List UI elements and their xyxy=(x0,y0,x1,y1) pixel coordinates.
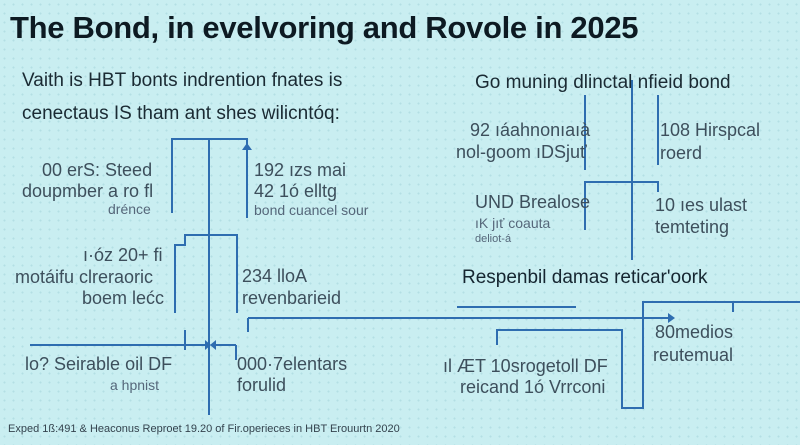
node-label: 10 ıes ulast xyxy=(655,195,748,215)
arrow-head xyxy=(210,340,216,350)
lower-mid-tick xyxy=(216,344,237,360)
node-label: 192 ızs mai xyxy=(254,160,347,180)
node-label: 92 ıáahnonıaıà xyxy=(470,120,591,140)
subtitle-right: Go muning dlinctal nfieid bond xyxy=(475,72,731,93)
node-label: forulid xyxy=(237,375,287,395)
section-heading: Respenbil damas reticar'oork xyxy=(462,267,708,288)
subtitle-line: Vaith is HBT bonts indrention fnates is xyxy=(22,70,343,91)
node-label: 80medios xyxy=(655,322,734,342)
node-label: UND Brealose xyxy=(475,192,591,212)
node-label: drénce xyxy=(108,201,151,217)
node-label: nol-goom ıDSjuť xyxy=(456,142,587,162)
node-label: motáifu clreraoric xyxy=(15,267,154,287)
arrow-head xyxy=(242,143,252,150)
node-label: reicand 1ó Vrrconi xyxy=(460,377,606,397)
node-label: reutemual xyxy=(653,345,734,365)
diagram-title: The Bond, in evelvoring and Rovole in 20… xyxy=(10,10,639,45)
footer-note: Exped 1ß:491 & Heaconus Reproet 19.20 of… xyxy=(8,423,400,435)
node-label: deliot-á xyxy=(475,233,512,245)
arrow-head xyxy=(205,340,211,350)
node-label: 000·7elentars xyxy=(237,354,348,374)
node-label: a hpnist xyxy=(110,377,160,393)
mid-left-bracket xyxy=(174,234,238,313)
right-mid-bracket xyxy=(584,181,659,230)
node-label: 108 Hirspcal xyxy=(660,120,761,140)
subtitle-line: cenectaus IS tham ant shes wilicntóq: xyxy=(22,103,340,124)
node-label: revenbarieid xyxy=(242,288,342,308)
node-label: doupmber a ro fl xyxy=(22,181,154,201)
node-label: lo? Seirable oil DF xyxy=(25,354,173,374)
node-label: 234 lloA xyxy=(242,266,308,286)
top-left-bracket xyxy=(171,138,248,218)
right-lower-bracket xyxy=(496,301,800,409)
node-label: ı·óz 20+ fi xyxy=(83,245,163,265)
node-label: ıK jıť coauta xyxy=(475,215,551,231)
node-label: bond cuancel sour xyxy=(254,202,369,218)
node-label: ıl ÆT 10srogetoll DF xyxy=(443,356,608,376)
node-label: 42 1ó elltg xyxy=(254,181,338,201)
node-label: temteting xyxy=(655,217,730,237)
node-label: 00 erS: Steed xyxy=(42,160,153,180)
node-label: boem lećc xyxy=(82,288,165,308)
arrow-head xyxy=(668,313,675,323)
node-label: roerd xyxy=(660,143,703,163)
